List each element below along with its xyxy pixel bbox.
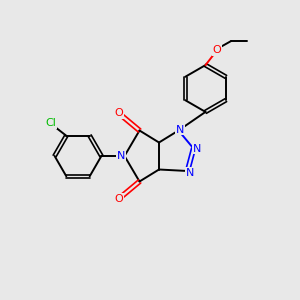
Text: N: N	[117, 151, 125, 161]
Text: Cl: Cl	[46, 118, 57, 128]
Text: O: O	[212, 45, 221, 55]
Text: N: N	[176, 124, 184, 135]
Text: O: O	[115, 108, 124, 118]
Text: N: N	[193, 143, 201, 154]
Text: N: N	[186, 167, 194, 178]
Text: O: O	[115, 194, 124, 204]
